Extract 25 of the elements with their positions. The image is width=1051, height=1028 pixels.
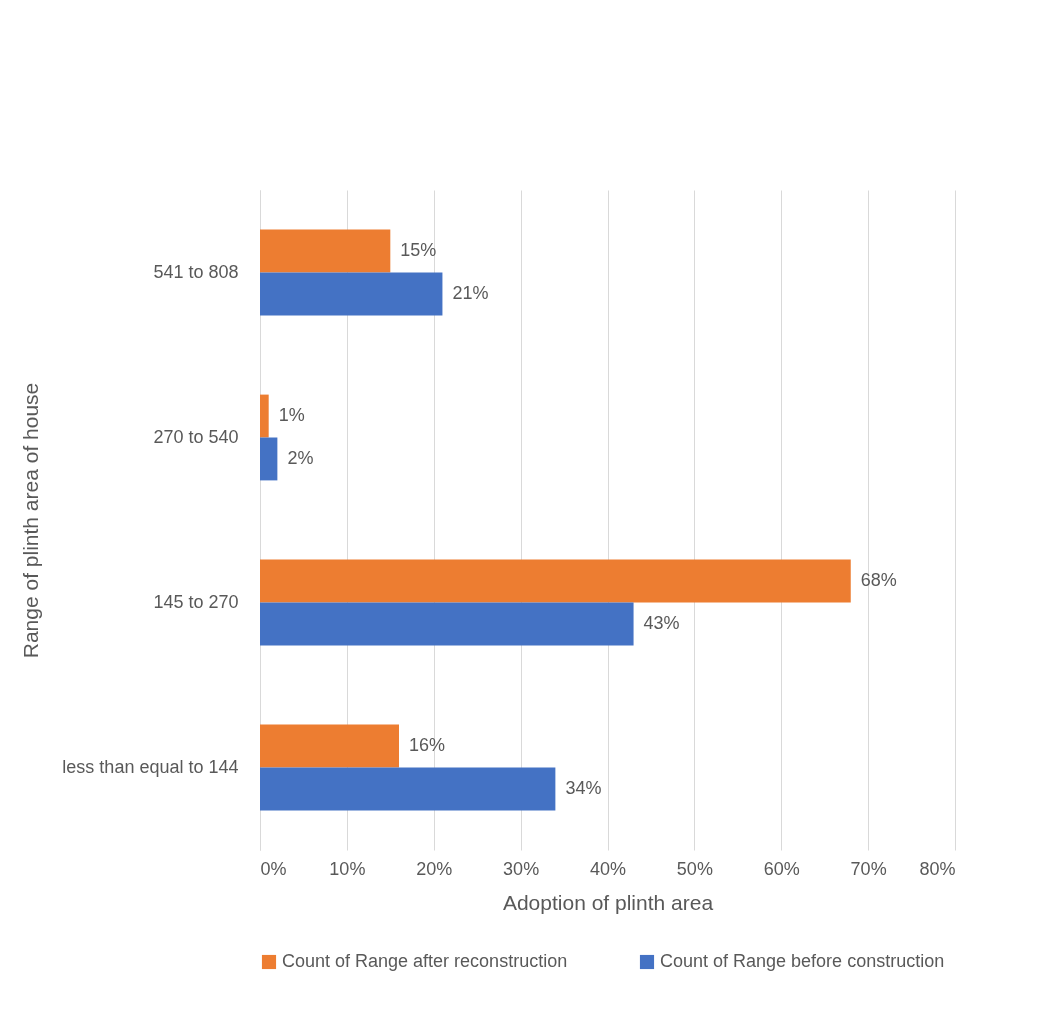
x-axis-title: Adoption of plinth area: [502, 890, 714, 914]
data-label: 21%: [452, 282, 489, 303]
data-label: 15%: [400, 240, 437, 261]
data-label: 1%: [278, 405, 305, 426]
y-tick-label: 145 to 270: [153, 591, 239, 612]
x-tick-label: 20%: [416, 858, 453, 879]
legend-label: Count of Range before construction: [660, 951, 945, 971]
data-label: 68%: [860, 570, 897, 591]
y-tick-label: less than equal to 144: [62, 756, 239, 777]
data-label: 34%: [565, 777, 602, 798]
data-label: 2%: [287, 447, 314, 468]
x-tick-label: 10%: [329, 858, 366, 879]
x-tick-label: 80%: [919, 858, 956, 879]
x-tick-label: 50%: [676, 858, 713, 879]
x-tick-label: 40%: [589, 858, 627, 879]
x-tick-label: 0%: [260, 858, 287, 879]
data-label: 16%: [409, 735, 446, 756]
x-tick-label: 70%: [850, 858, 887, 879]
x-tick-label: 60%: [763, 858, 800, 879]
x-tick-label: 30%: [503, 858, 540, 879]
data-label: 43%: [643, 612, 680, 633]
legend-label: Count of Range after reconstruction: [282, 951, 568, 971]
y-tick-label: 270 to 540: [153, 426, 239, 447]
y-axis-title: Range of plinth area of house: [19, 382, 43, 659]
y-tick-label: 541 to 808: [153, 261, 239, 282]
